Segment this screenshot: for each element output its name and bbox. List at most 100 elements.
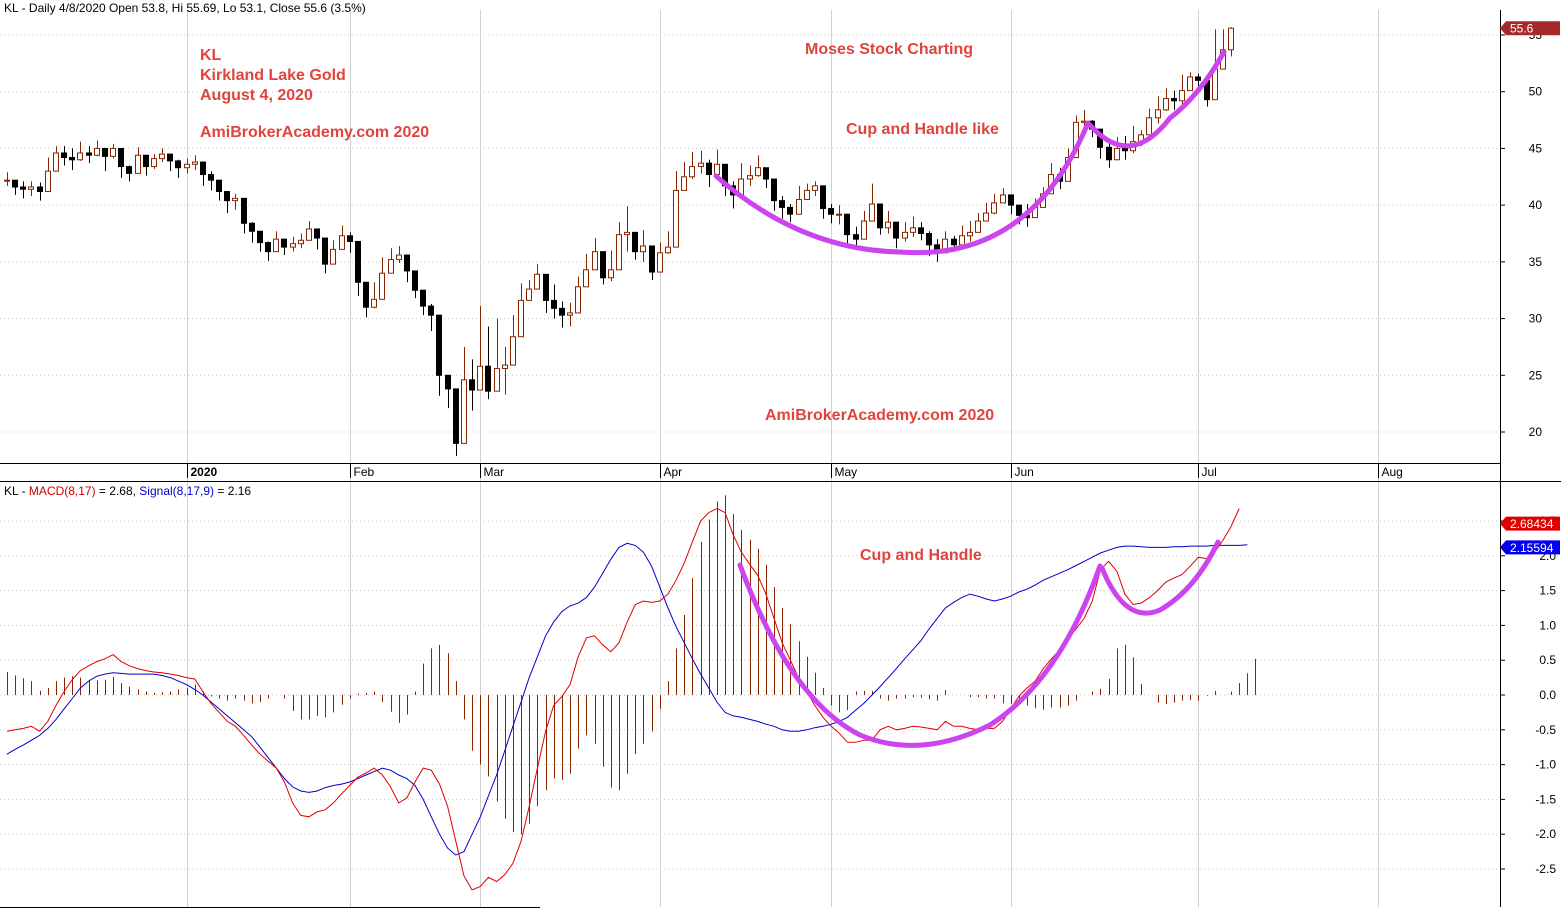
candle-down xyxy=(412,270,418,299)
candle-body xyxy=(110,147,116,157)
candle-body xyxy=(616,234,622,271)
candle-body xyxy=(926,233,932,246)
candle-body xyxy=(298,239,304,245)
candle-body xyxy=(787,206,793,215)
candle-down xyxy=(216,179,222,201)
candle-body xyxy=(885,221,891,229)
candle-body xyxy=(1114,147,1120,161)
x-tick-label: Jun xyxy=(1015,465,1034,479)
candle-body xyxy=(951,238,957,246)
candle-up xyxy=(738,163,744,196)
candle-body xyxy=(412,270,418,291)
candle-down xyxy=(828,204,834,224)
candle-up xyxy=(861,210,867,240)
candle-body xyxy=(322,237,328,265)
candle-body xyxy=(967,231,973,237)
candle-body xyxy=(583,269,589,288)
candle-down xyxy=(37,182,43,201)
candle-down xyxy=(918,222,924,241)
candle-up xyxy=(624,206,630,252)
candle-down xyxy=(649,245,655,281)
candle-up xyxy=(192,155,198,170)
x-tick-label: Mar xyxy=(484,465,505,479)
candle-body xyxy=(706,162,712,176)
candle-body xyxy=(698,162,704,168)
candle-body xyxy=(184,163,190,169)
x-tick-label: Apr xyxy=(664,465,683,479)
candle-up xyxy=(1130,125,1136,153)
candle-body xyxy=(249,222,255,232)
site-title-annotation: Moses Stock Charting xyxy=(805,41,974,58)
grid-layer xyxy=(0,10,1500,907)
candle-down xyxy=(61,146,67,166)
candle-up xyxy=(567,302,573,327)
candle-body xyxy=(828,208,834,215)
candle-up xyxy=(184,158,190,174)
candle-body xyxy=(143,154,149,168)
candle-up xyxy=(616,222,622,271)
candle-body xyxy=(518,299,524,338)
candle-down xyxy=(265,241,271,261)
candle-up xyxy=(836,205,842,225)
candle-body xyxy=(1016,204,1022,216)
candle-up xyxy=(526,280,532,301)
candle-body xyxy=(347,235,353,242)
pattern-annotation-upper: Cup and Handle like xyxy=(846,121,999,138)
candle-body xyxy=(649,245,655,273)
cup-curve-lower xyxy=(737,562,1103,748)
candle-body xyxy=(485,365,491,392)
candle-body xyxy=(494,367,500,392)
candle-body xyxy=(836,213,842,216)
candle-down xyxy=(241,197,247,234)
candle-body xyxy=(371,298,377,308)
candle-up xyxy=(812,181,818,197)
candle-up xyxy=(388,248,394,274)
signal-value-badge: 2.15594 xyxy=(1500,540,1560,555)
candle-up xyxy=(583,253,589,288)
candle-body xyxy=(224,191,230,202)
candle-body xyxy=(241,197,247,224)
candle-down xyxy=(1171,90,1177,110)
candle-body xyxy=(991,202,997,214)
candle-body xyxy=(673,189,679,248)
candle-down xyxy=(404,254,410,283)
candle-body xyxy=(396,254,402,261)
candle-up xyxy=(1228,27,1234,57)
axes: 55504540353025202.52.01.51.00.50.0-0.5-1… xyxy=(0,10,1561,908)
macd-tick-label: 1.5 xyxy=(1539,584,1556,598)
candle-down xyxy=(543,273,549,313)
candle-up xyxy=(975,213,981,233)
candle-body xyxy=(420,289,426,307)
company-annotation: Kirkland Lake Gold xyxy=(200,67,346,84)
macd-histogram xyxy=(7,495,1256,835)
candle-down xyxy=(143,154,149,176)
candle-down xyxy=(877,203,883,235)
macd-prefix: KL - xyxy=(4,484,29,498)
candle-body xyxy=(632,231,638,253)
candle-up xyxy=(755,155,761,177)
candle-down xyxy=(600,251,606,285)
candle-down xyxy=(787,204,793,223)
candle-body xyxy=(551,299,557,309)
candle-down xyxy=(167,153,173,172)
last-price-badge-label: 55.6 xyxy=(1510,22,1534,36)
candle-up xyxy=(53,146,59,172)
candle-body xyxy=(330,248,336,265)
macd-tick-label: -0.5 xyxy=(1535,723,1556,737)
candle-body xyxy=(812,185,818,191)
candle-up xyxy=(665,231,671,254)
candle-body xyxy=(869,203,875,222)
candle-body xyxy=(208,174,214,181)
candle-down xyxy=(69,148,75,170)
candle-body xyxy=(453,388,459,444)
candle-down xyxy=(453,388,459,456)
candle-down xyxy=(893,221,899,249)
candle-down xyxy=(224,191,230,214)
candle-body xyxy=(1106,146,1112,161)
candle-down xyxy=(436,314,442,396)
macd-legend-value: = 2.68, xyxy=(95,484,140,498)
candle-down xyxy=(86,146,92,164)
candle-body xyxy=(534,273,540,290)
pattern-curves xyxy=(713,49,1227,748)
candle-down xyxy=(281,238,287,256)
